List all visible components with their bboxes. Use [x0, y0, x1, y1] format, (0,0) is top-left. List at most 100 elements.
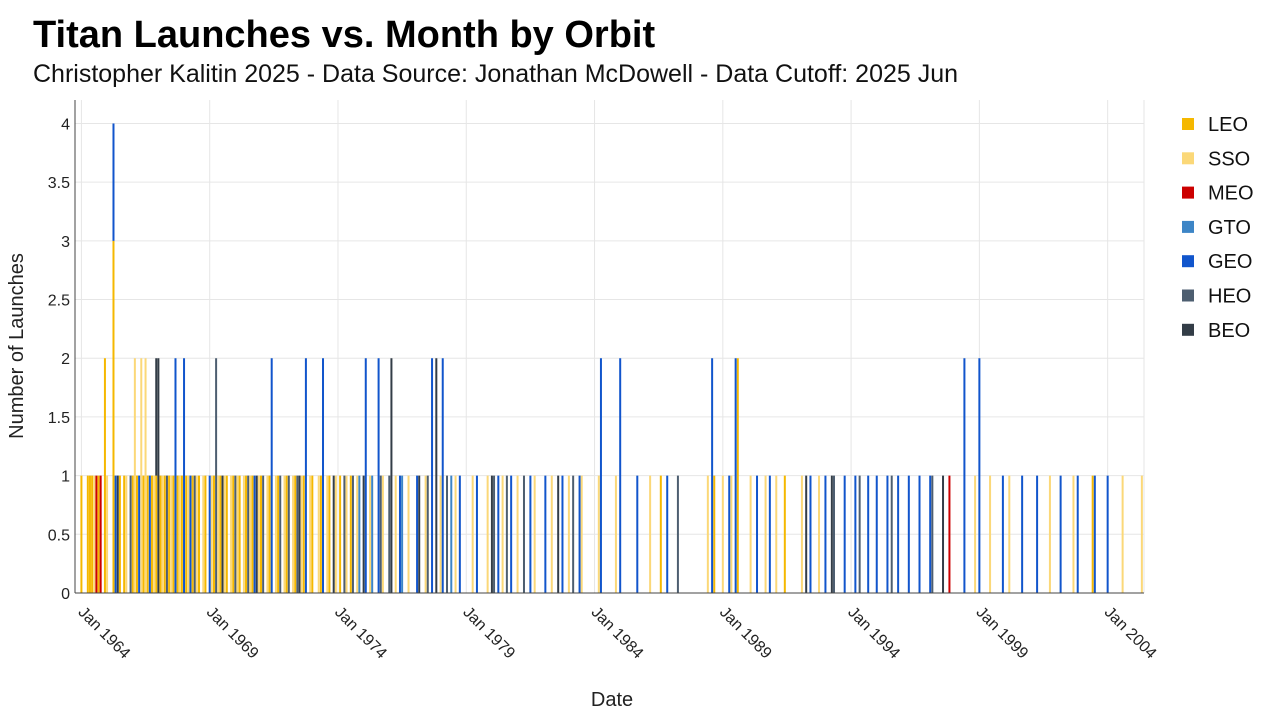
bar-beo	[557, 475, 560, 593]
bar-geo	[886, 475, 889, 593]
bar-geo	[1059, 475, 1062, 593]
bar-sso	[161, 475, 164, 593]
bar-geo	[599, 358, 602, 593]
bar-leo	[268, 475, 271, 593]
bar-leo	[328, 475, 331, 593]
legend-item-sso[interactable]: SSO	[1182, 148, 1250, 170]
bar-leo	[155, 475, 158, 593]
legend-label: GEO	[1208, 251, 1252, 273]
bar-sso	[1072, 475, 1075, 593]
bar-sso	[649, 475, 652, 593]
y-tick-label: 0.5	[48, 527, 70, 544]
bar-heo	[426, 475, 429, 593]
bar-beo	[942, 475, 945, 593]
bar-sso	[217, 475, 220, 593]
bar-geo	[174, 358, 177, 593]
bar-leo	[212, 475, 215, 593]
bar-sso	[249, 475, 252, 593]
x-axis-title: Date	[591, 689, 633, 711]
bar-heo	[287, 475, 290, 593]
legend-item-heo[interactable]: HEO	[1182, 286, 1251, 308]
bar-geo	[756, 475, 759, 593]
legend-item-beo[interactable]: BEO	[1182, 320, 1250, 342]
bar-leo	[736, 358, 739, 593]
bar-sso	[974, 475, 977, 593]
bar-leo	[91, 475, 94, 593]
bar-sso	[187, 475, 190, 593]
legend-label: SSO	[1208, 148, 1250, 170]
bar-geo	[270, 358, 273, 593]
bar-sso	[326, 475, 329, 593]
bar-beo	[490, 475, 493, 593]
legend-swatch	[1182, 220, 1194, 233]
bar-sso	[369, 475, 372, 593]
bar-heo	[493, 475, 496, 593]
bar-leo	[349, 475, 352, 593]
bar-sso	[93, 475, 96, 593]
bar-sso	[345, 475, 348, 593]
bar-leo	[251, 475, 254, 593]
bar-sso	[236, 475, 239, 593]
bar-geo	[854, 475, 857, 593]
bar-geo	[1021, 475, 1024, 593]
bar-heo	[522, 475, 525, 593]
bar-geo	[253, 475, 256, 593]
legend-label: MEO	[1208, 183, 1254, 205]
legend-item-gto[interactable]: GTO	[1182, 217, 1251, 239]
bar-leo	[232, 475, 235, 593]
bar-geo	[897, 475, 900, 593]
x-tick-label: Jan 2004	[1101, 604, 1160, 663]
bar-sso	[300, 475, 303, 593]
bar-sso	[516, 475, 519, 593]
bar-sso	[818, 475, 821, 593]
bar-geo	[1093, 475, 1096, 593]
bar-sso	[106, 475, 109, 593]
bar-beo	[332, 475, 335, 593]
y-tick-label: 2.5	[48, 293, 70, 310]
x-tick-label: Jan 1984	[588, 604, 647, 663]
legend-item-geo[interactable]: GEO	[1182, 251, 1252, 273]
bar-geo	[867, 475, 870, 593]
bar-leo	[191, 475, 194, 593]
bar-sso	[230, 475, 233, 593]
bar-leo	[238, 475, 241, 593]
bar-heo	[215, 358, 218, 593]
bar-sso	[394, 475, 397, 593]
bar-sso	[1048, 475, 1051, 593]
bar-heo	[279, 475, 282, 593]
bar-sso	[614, 475, 617, 593]
bar-leo	[150, 475, 153, 593]
bar-sso	[1121, 475, 1124, 593]
bar-leo	[142, 475, 145, 593]
legend[interactable]: LEO SSO MEO GTO GEO HEO BEO	[1182, 114, 1254, 342]
bar-beo	[116, 475, 119, 593]
bar-heo	[890, 475, 893, 593]
bar-sso	[730, 475, 733, 593]
bar-heo	[572, 475, 575, 593]
bar-geo	[148, 475, 151, 593]
bar-sso	[133, 358, 136, 593]
bar-beo	[830, 475, 833, 593]
bar-leo	[118, 475, 121, 593]
bar-heo	[832, 475, 835, 593]
bar-heo	[931, 475, 934, 593]
bar-gto	[401, 475, 404, 593]
bar-leo	[136, 475, 139, 593]
bar-leo	[159, 475, 162, 593]
legend-item-leo[interactable]: LEO	[1182, 114, 1248, 136]
bar-sso	[317, 475, 320, 593]
bar-geo	[809, 475, 812, 593]
legend-swatch	[1182, 118, 1194, 130]
bar-sso	[334, 475, 337, 593]
y-tick-label: 1.5	[48, 410, 70, 427]
bar-sso	[309, 475, 312, 593]
bar-geo	[843, 475, 846, 593]
bar-leo	[713, 475, 716, 593]
y-axis-title: Number of Launches	[6, 253, 28, 439]
bar-geo	[666, 475, 669, 593]
chart-title: Titan Launches vs. Month by Orbit	[33, 14, 656, 56]
bar-sso	[202, 475, 205, 593]
y-tick-label: 3	[61, 234, 70, 251]
legend-item-meo[interactable]: MEO	[1182, 183, 1254, 205]
bar-geo	[138, 475, 141, 593]
